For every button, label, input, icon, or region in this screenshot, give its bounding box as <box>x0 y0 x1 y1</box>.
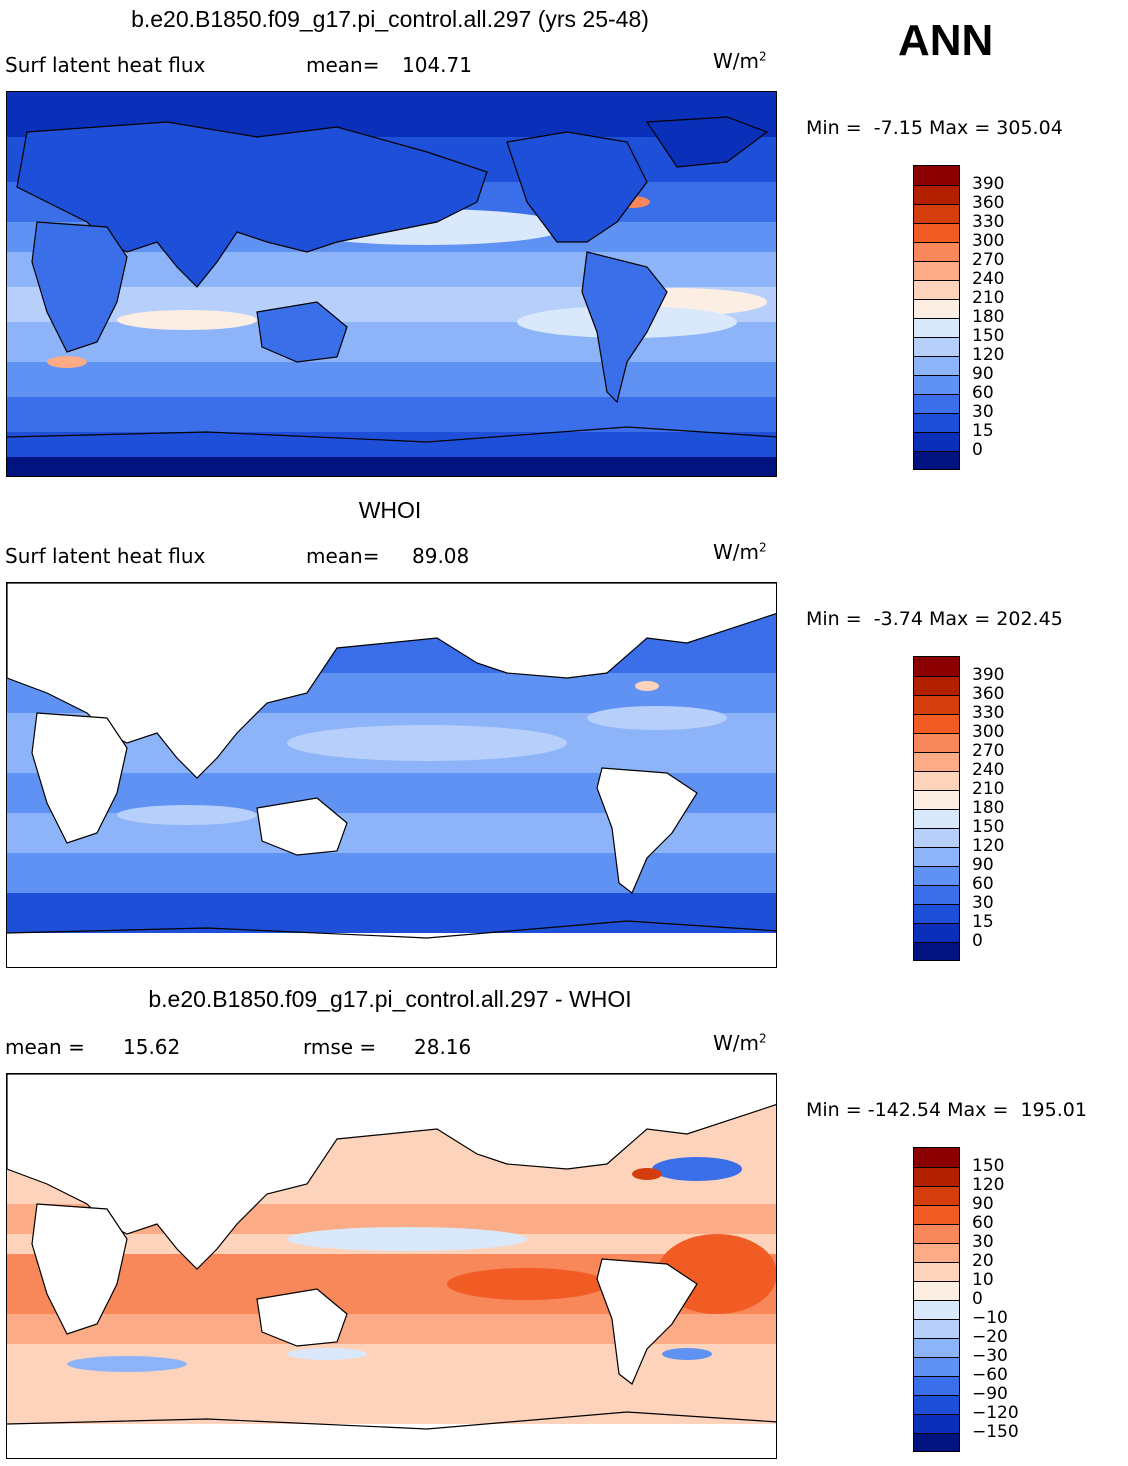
panel1-cbar-label: 120 <box>972 345 1005 365</box>
panel3-colorbar <box>913 1147 960 1452</box>
panel1-cbar-label: 180 <box>972 307 1005 327</box>
panel3-rmse-label: rmse = <box>303 1035 377 1059</box>
panel2-title: WHOI <box>358 497 422 523</box>
panel3-cbar-label: 10 <box>972 1270 994 1290</box>
panel3-cbar-label: 150 <box>972 1156 1005 1176</box>
panel1-cbar-label: 300 <box>972 231 1005 251</box>
panel2-mean-label: mean= <box>306 544 380 568</box>
panel2-cbar-label: 390 <box>972 665 1005 685</box>
panel3-cbar-label: −60 <box>972 1365 1008 1385</box>
panel3-cbar-label: 60 <box>972 1213 994 1233</box>
panel3-map <box>6 1073 777 1459</box>
panel3-cbar-label: −150 <box>972 1422 1019 1442</box>
panel3-cbar-label: −120 <box>972 1403 1019 1423</box>
panel3-cbar-label: 120 <box>972 1175 1005 1195</box>
panel2-units: W/m2 <box>713 540 767 564</box>
panel3-cbar-label: −20 <box>972 1327 1008 1347</box>
panel2-colorbar <box>913 656 960 961</box>
panel2-cbar-label: 150 <box>972 817 1005 837</box>
panel1-cbar-label: 330 <box>972 212 1005 232</box>
panel1-map <box>6 91 777 477</box>
panel1-cbar-label: 360 <box>972 193 1005 213</box>
season-label: ANN <box>898 16 994 65</box>
panel2-cbar-label: 210 <box>972 779 1005 799</box>
panel2-map <box>6 582 777 968</box>
panel2-cbar-label: 330 <box>972 703 1005 723</box>
panel2-cbar-label: 60 <box>972 874 994 894</box>
panel3-mean-value: 15.62 <box>123 1035 181 1059</box>
panel1-field-label: Surf latent heat flux <box>5 53 206 77</box>
panel1-colorbar <box>913 165 960 470</box>
panel1-cbar-label: 0 <box>972 440 983 460</box>
panel3-cbar-label: −30 <box>972 1346 1008 1366</box>
panel2-cbar-label: 360 <box>972 684 1005 704</box>
panel1-minmax: Min = -7.15 Max = 305.04 <box>806 117 1063 139</box>
panel2-field-label: Surf latent heat flux <box>5 544 206 568</box>
panel2-cbar-label: 180 <box>972 798 1005 818</box>
panel3-cbar-label: 0 <box>972 1289 983 1309</box>
panel2-cbar-label: 15 <box>972 912 994 932</box>
panel2-minmax: Min = -3.74 Max = 202.45 <box>806 608 1063 630</box>
panel1-cbar-label: 30 <box>972 402 994 422</box>
panel1-mean-value: 104.71 <box>402 53 472 77</box>
panel3-rmse-value: 28.16 <box>414 1035 472 1059</box>
panel1-cbar-label: 240 <box>972 269 1005 289</box>
panel3-minmax: Min = -142.54 Max = 195.01 <box>806 1099 1087 1121</box>
panel2-mean-value: 89.08 <box>412 544 470 568</box>
panel2-cbar-label: 90 <box>972 855 994 875</box>
panel1-cbar-label: 90 <box>972 364 994 384</box>
panel3-cbar-label: 90 <box>972 1194 994 1214</box>
panel1-cbar-label: 150 <box>972 326 1005 346</box>
panel2-cbar-label: 270 <box>972 741 1005 761</box>
panel3-cbar-label: 20 <box>972 1251 994 1271</box>
panel2-cbar-label: 240 <box>972 760 1005 780</box>
panel1-title: b.e20.B1850.f09_g17.pi_control.all.297 (… <box>131 6 649 32</box>
panel2-cbar-label: 120 <box>972 836 1005 856</box>
panel2-cbar-label: 300 <box>972 722 1005 742</box>
panel1-cbar-label: 15 <box>972 421 994 441</box>
panel1-cbar-label: 270 <box>972 250 1005 270</box>
panel3-units: W/m2 <box>713 1031 767 1055</box>
panel2-cbar-label: 0 <box>972 931 983 951</box>
panel1-cbar-label: 60 <box>972 383 994 403</box>
panel1-units: W/m2 <box>713 49 767 73</box>
panel3-cbar-label: −10 <box>972 1308 1008 1328</box>
panel3-cbar-label: −90 <box>972 1384 1008 1404</box>
panel1-mean-label: mean= <box>306 53 380 77</box>
panel1-cbar-label: 390 <box>972 174 1005 194</box>
panel3-mean-label: mean = <box>5 1035 85 1059</box>
panel3-title: b.e20.B1850.f09_g17.pi_control.all.297 -… <box>148 986 632 1012</box>
panel3-cbar-label: 30 <box>972 1232 994 1252</box>
panel1-cbar-label: 210 <box>972 288 1005 308</box>
panel2-cbar-label: 30 <box>972 893 994 913</box>
